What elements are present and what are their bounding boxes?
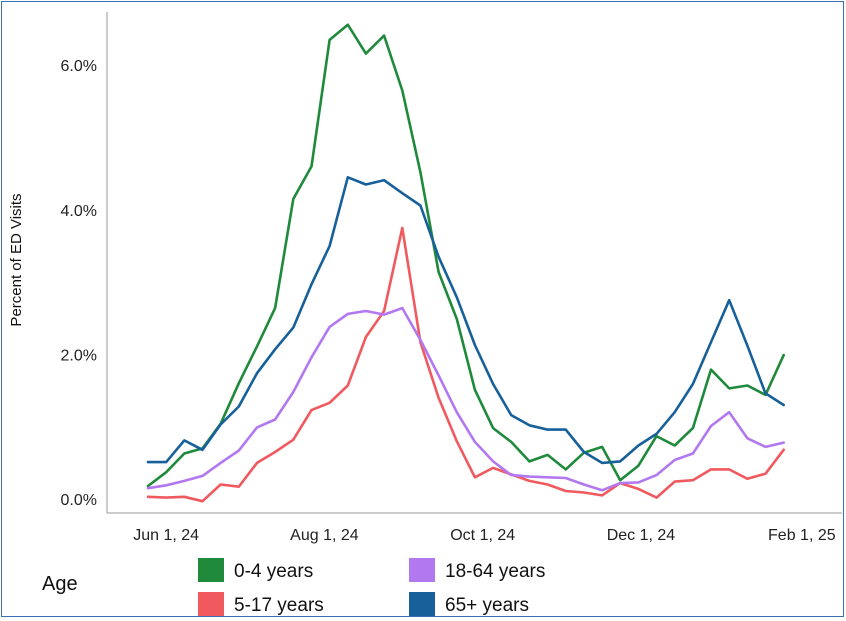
y-tick-label: 0.0%	[61, 492, 97, 509]
y-tick-label: 2.0%	[61, 347, 97, 364]
y-tick-label: 6.0%	[61, 58, 97, 75]
y-axis-label: Percent of ED Visits	[8, 193, 25, 326]
legend-swatch-0-4-years	[198, 558, 224, 582]
series-line-18-64-years	[146, 306, 786, 492]
legend: Age 0-4 years 18-64 years 5-17 years 65+ ye…	[42, 558, 545, 616]
x-tick-label: Dec 1, 24	[607, 527, 676, 544]
series-line-65-years	[146, 176, 786, 465]
y-tick-label: 4.0%	[61, 203, 97, 220]
series-lines	[146, 23, 786, 503]
legend-swatch-18-64-years	[409, 558, 435, 582]
x-tick-label: Oct 1, 24	[450, 527, 515, 544]
series-line-5-17-years	[146, 226, 786, 503]
legend-title: Age	[42, 573, 78, 595]
x-tick-label: Feb 1, 25	[768, 527, 836, 544]
chart-axes: Percent of ED Visits	[8, 12, 842, 514]
legend-swatch-5-17-years	[198, 592, 224, 616]
x-tick-labels: Jun 1, 24 Aug 1, 24 Oct 1, 24 Dec 1, 24 Feb …	[133, 527, 835, 544]
y-tick-labels: 0.0% 2.0% 4.0% 6.0%	[61, 58, 97, 509]
x-tick-label: Aug 1, 24	[290, 527, 359, 544]
legend-label-65-years: 65+ years	[445, 595, 529, 616]
legend-label-5-17-years: 5-17 years	[234, 595, 324, 616]
legend-label-0-4-years: 0-4 years	[234, 561, 313, 582]
legend-label-18-64-years: 18-64 years	[445, 561, 545, 582]
legend-swatch-65-years	[409, 592, 435, 616]
series-line-0-4-years	[146, 23, 786, 488]
x-tick-label: Jun 1, 24	[133, 527, 199, 544]
